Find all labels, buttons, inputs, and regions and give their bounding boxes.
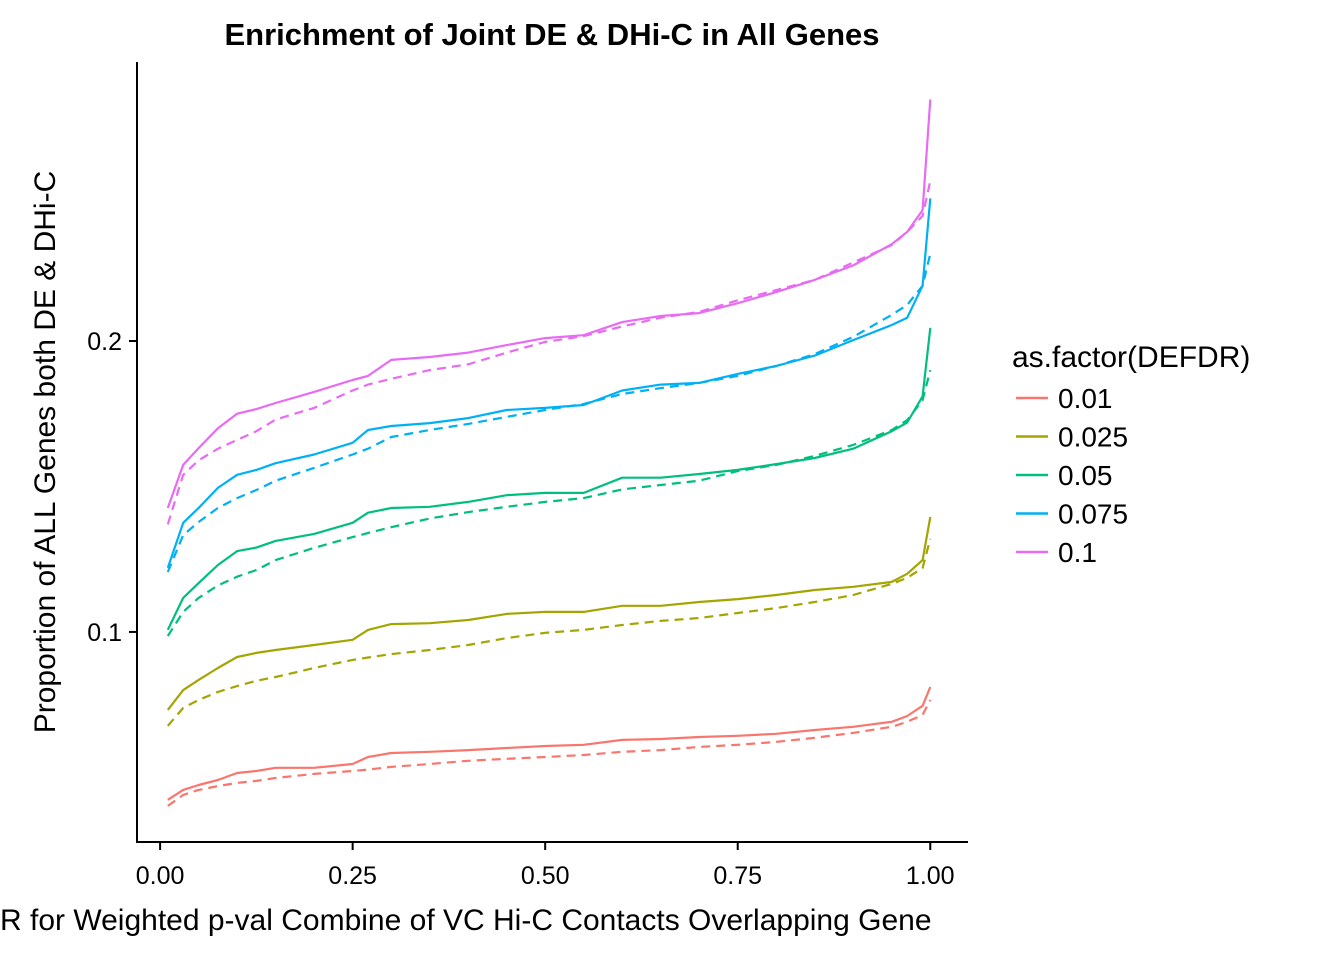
- series-line-0.01-solid: [167, 686, 932, 801]
- series-line-0.075-solid: [166, 198, 932, 569]
- legend-label: 0.025: [1058, 422, 1128, 453]
- x-tick-label: 0.50: [521, 862, 570, 890]
- x-tick-label: 0.25: [328, 862, 377, 890]
- y-tick-label: 0.2: [87, 328, 122, 356]
- series-line-0.1-solid: [166, 99, 932, 509]
- series-line-0.025-dashed: [166, 538, 932, 727]
- legend-label: 0.1: [1058, 537, 1097, 568]
- legend-label: 0.05: [1058, 460, 1113, 491]
- legend-title: as.factor(DEFDR): [1012, 341, 1250, 374]
- series-line-0.075-dashed: [166, 253, 932, 573]
- series-line-0.05-dashed: [166, 369, 932, 637]
- x-tick-label: 0.75: [713, 862, 762, 890]
- series-line-0.01-dashed: [167, 699, 932, 807]
- x-tick-label: 0.00: [136, 862, 185, 890]
- x-tick-label: 1.00: [906, 862, 955, 890]
- legend: as.factor(DEFDR) 0.01 0.025 0.05 0.075 0.1: [1012, 341, 1250, 568]
- legend-label: 0.075: [1058, 499, 1128, 530]
- chart-title: Enrichment of Joint DE & DHi-C in All Ge…: [224, 17, 879, 52]
- series-line-0.1-dashed: [166, 180, 932, 525]
- y-tick-label: 0.1: [87, 619, 122, 647]
- x-axis-label: R for Weighted p-val Combine of VC Hi-C …: [0, 904, 932, 937]
- legend-label: 0.01: [1058, 383, 1113, 414]
- series-line-0.025-solid: [166, 516, 932, 711]
- series-line-0.05-solid: [166, 327, 932, 631]
- y-axis-label: Proportion of ALL Genes both DE & DHi-C: [29, 171, 62, 734]
